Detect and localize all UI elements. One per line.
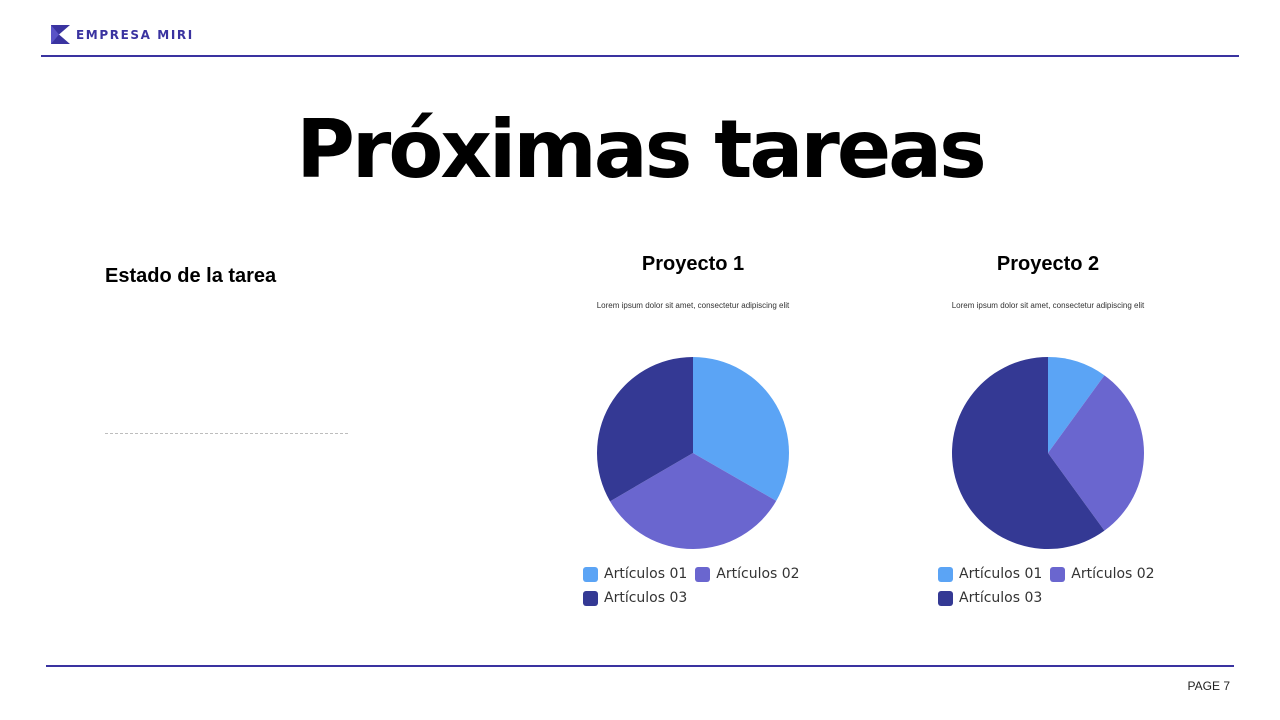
status-divider [105,433,348,434]
chart-legend: Artículos 01 Artículos 02 Artículos 03 [938,565,1178,613]
brand-mark-icon [51,25,70,44]
legend-item: Artículos 03 [938,589,1042,607]
legend-item: Artículos 02 [1050,565,1155,583]
page-number: PAGE 7 [1187,679,1230,693]
chart-subtitle: Lorem ipsum dolor sit amet, consectetur … [596,301,790,310]
legend-swatch [695,566,711,582]
pie-slice-3 [597,357,693,502]
pie-slice-2 [1048,375,1144,531]
footer-divider [46,665,1234,667]
legend-item: Artículos 02 [695,565,800,583]
legend-item: Artículos 01 [583,565,687,583]
legend-swatch [938,566,953,582]
legend-label: Artículos 01 [604,566,688,582]
pie-slice-3 [952,357,1105,549]
brand-name: EMPRESA MIRI [76,27,194,42]
pie-chart [952,357,1144,549]
pie-slice-1 [1048,357,1105,453]
project-2-chart: Proyecto 2 Lorem ipsum dolor sit amet, c… [898,250,1198,606]
legend-label: Artículos 03 [959,590,1043,606]
legend-label: Artículos 02 [1071,566,1155,582]
chart-title: Proyecto 2 [996,253,1100,275]
pie-slice-1 [693,357,789,501]
chart-title: Proyecto 1 [641,253,745,275]
status-heading: Estado de la tarea [105,265,277,287]
legend-item: Artículos 03 [583,589,687,607]
brand-logo: EMPRESA MIRI [51,25,194,44]
legend-label: Artículos 03 [604,590,688,606]
legend-item: Artículos 01 [938,565,1042,583]
legend-swatch [583,566,598,582]
chart-subtitle: Lorem ipsum dolor sit amet, consectetur … [951,301,1145,310]
chart-legend: Artículos 01 Artículos 02 Artículos 03 [583,565,823,613]
legend-swatch [583,590,598,606]
header-divider [41,55,1239,57]
legend-swatch [1050,566,1066,582]
legend-swatch [938,590,953,606]
project-1-chart: Proyecto 1 Lorem ipsum dolor sit amet, c… [543,250,843,606]
legend-label: Artículos 02 [716,566,800,582]
pie-slice-2 [610,453,777,549]
legend-label: Artículos 01 [959,566,1043,582]
pie-chart [597,357,789,549]
page-title: Próximas tareas [296,103,986,196]
